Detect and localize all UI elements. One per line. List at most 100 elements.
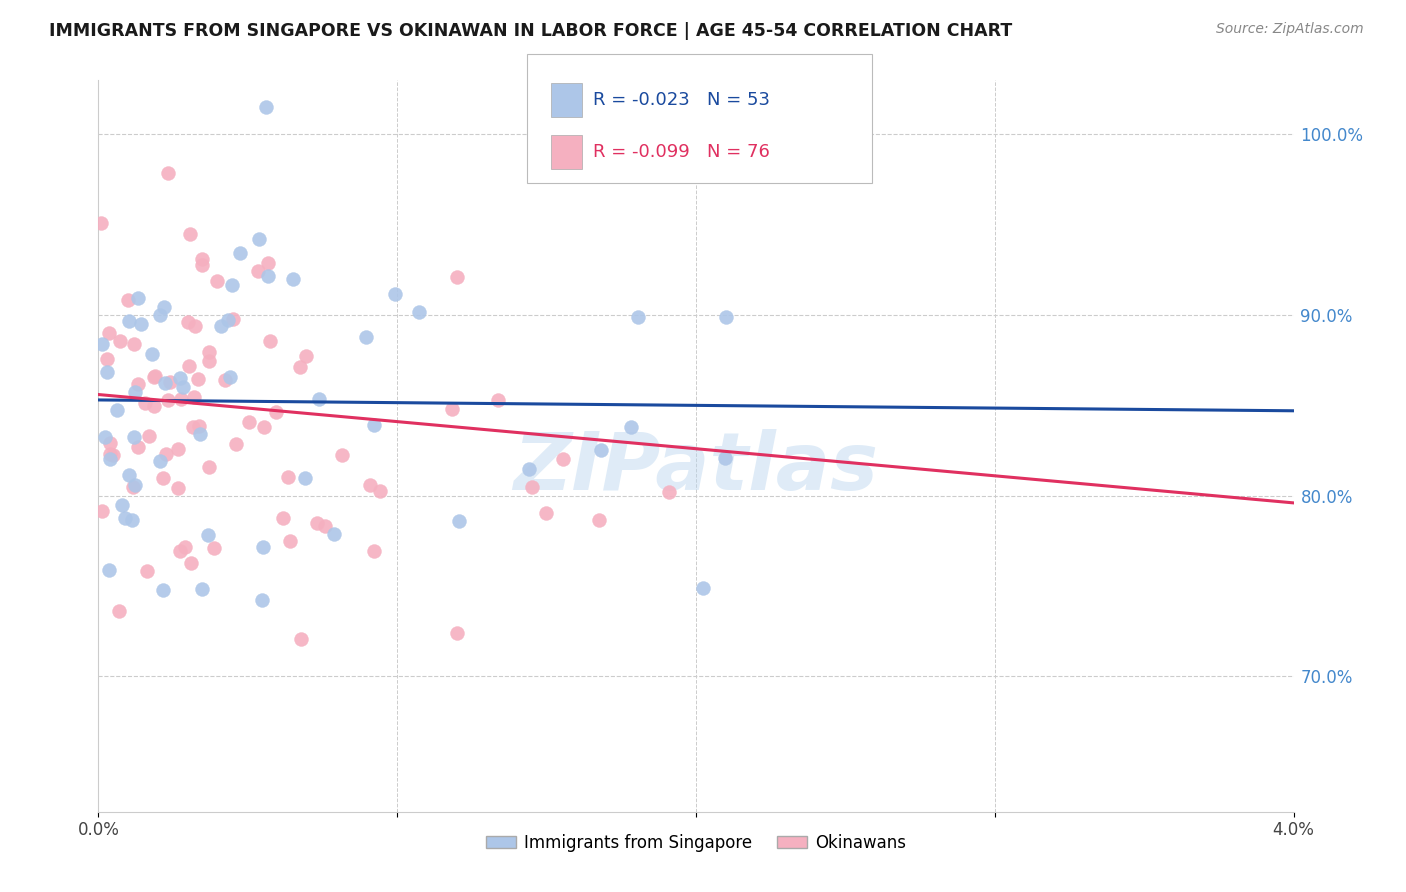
Point [591, 442, 613, 457]
Point [121, 480, 143, 494]
Point [271, 511, 294, 525]
Point [142, 370, 165, 384]
Point [205, 275, 228, 289]
Point [308, 392, 330, 407]
Point [98, 563, 121, 577]
Point [177, 359, 200, 374]
Point [225, 437, 247, 451]
Point [152, 300, 174, 314]
Point [368, 484, 391, 499]
Point [121, 513, 143, 527]
Point [247, 264, 270, 278]
Point [141, 347, 163, 361]
Text: R = -0.023   N = 53: R = -0.023 N = 53 [593, 91, 770, 109]
Point [219, 370, 242, 384]
Point [134, 396, 156, 410]
Point [149, 454, 172, 468]
Point [277, 469, 299, 483]
Point [108, 604, 131, 618]
Point [169, 544, 191, 558]
Point [108, 334, 131, 348]
Point [254, 100, 277, 114]
Point [354, 330, 377, 344]
Point [281, 272, 304, 286]
Point [294, 349, 316, 363]
Point [142, 400, 165, 414]
Point [692, 581, 714, 595]
Point [280, 533, 302, 548]
Point [114, 510, 136, 524]
Point [290, 632, 312, 646]
Point [184, 318, 207, 333]
Text: ZIPatlas: ZIPatlas [513, 429, 879, 507]
Point [90, 216, 112, 230]
Point [441, 401, 464, 416]
Text: IMMIGRANTS FROM SINGAPORE VS OKINAWAN IN LABOR FORCE | AGE 45-54 CORRELATION CHA: IMMIGRANTS FROM SINGAPORE VS OKINAWAN IN… [49, 22, 1012, 40]
Point [138, 429, 160, 443]
Point [118, 314, 141, 328]
Point [447, 514, 470, 528]
Point [159, 375, 181, 389]
Point [520, 480, 543, 494]
Point [188, 418, 211, 433]
Point [91, 504, 114, 518]
Point [129, 317, 152, 331]
Point [517, 461, 540, 475]
Point [217, 313, 239, 327]
Point [124, 430, 146, 444]
Point [314, 519, 336, 533]
Point [91, 336, 114, 351]
Point [127, 291, 149, 305]
Point [191, 252, 214, 266]
Point [155, 447, 177, 461]
Point [127, 440, 149, 454]
Point [187, 372, 209, 386]
Point [172, 380, 194, 394]
Point [191, 582, 214, 596]
Point [191, 258, 214, 272]
Point [553, 451, 575, 466]
Point [156, 393, 179, 408]
Point [202, 541, 225, 556]
Point [209, 319, 232, 334]
Point [214, 373, 236, 387]
Point [221, 277, 243, 292]
Point [657, 484, 679, 499]
Point [229, 246, 252, 260]
Point [198, 354, 221, 368]
Point [183, 390, 205, 404]
Point [173, 541, 195, 555]
Point [716, 310, 738, 325]
Point [177, 315, 200, 329]
Point [627, 310, 650, 324]
Point [257, 268, 280, 283]
Point [266, 405, 288, 419]
Point [111, 498, 134, 512]
Point [486, 393, 509, 408]
Point [167, 442, 190, 456]
Point [323, 526, 346, 541]
Point [179, 227, 201, 241]
Point [188, 427, 211, 442]
Point [620, 420, 643, 434]
Point [97, 326, 120, 340]
Point [101, 448, 124, 462]
Point [257, 256, 280, 270]
Point [197, 528, 219, 542]
Point [124, 384, 146, 399]
Point [117, 293, 139, 307]
Point [198, 459, 221, 474]
Point [198, 345, 221, 359]
Point [252, 540, 274, 554]
Point [96, 365, 118, 379]
Point [290, 360, 312, 375]
Point [181, 420, 204, 434]
Point [152, 582, 174, 597]
Point [155, 376, 177, 390]
Point [149, 308, 172, 322]
Point [105, 402, 128, 417]
Point [152, 471, 174, 485]
Point [93, 430, 115, 444]
Point [363, 417, 385, 432]
Point [238, 415, 260, 429]
